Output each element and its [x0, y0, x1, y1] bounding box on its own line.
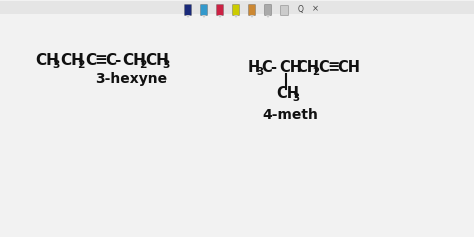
Text: 3: 3 [256, 67, 263, 77]
Text: C: C [105, 53, 116, 68]
Polygon shape [218, 15, 222, 18]
Text: CH: CH [145, 53, 169, 68]
FancyBboxPatch shape [281, 5, 289, 15]
FancyBboxPatch shape [264, 5, 272, 15]
Polygon shape [202, 15, 206, 18]
Text: 3: 3 [292, 93, 299, 103]
Text: C: C [318, 59, 329, 74]
Text: ≡: ≡ [94, 53, 107, 68]
Polygon shape [266, 15, 270, 18]
Text: 3: 3 [162, 60, 169, 70]
FancyBboxPatch shape [184, 5, 191, 15]
Text: ≡: ≡ [327, 59, 339, 74]
FancyBboxPatch shape [233, 5, 239, 15]
Text: CH: CH [35, 53, 59, 68]
Text: CH: CH [276, 86, 299, 100]
Text: 4-meth: 4-meth [262, 108, 318, 122]
Text: CH: CH [296, 59, 319, 74]
Text: CH: CH [337, 59, 360, 74]
Text: 2: 2 [139, 60, 146, 70]
Text: C: C [261, 59, 272, 74]
Text: CH: CH [122, 53, 146, 68]
Text: Q: Q [298, 5, 304, 14]
Text: -: - [270, 59, 276, 74]
FancyBboxPatch shape [0, 0, 474, 14]
Polygon shape [186, 15, 190, 18]
Polygon shape [250, 15, 254, 18]
FancyBboxPatch shape [248, 5, 255, 15]
Text: -: - [114, 53, 120, 68]
Text: 3: 3 [52, 60, 59, 70]
Polygon shape [234, 15, 238, 18]
Text: CH: CH [279, 59, 302, 74]
Text: C: C [85, 53, 96, 68]
Text: 2: 2 [77, 60, 84, 70]
Text: H: H [248, 59, 260, 74]
Text: ×: × [311, 5, 319, 14]
Text: CH: CH [60, 53, 84, 68]
Text: 3-hexyne: 3-hexyne [95, 72, 167, 86]
Text: 2: 2 [312, 67, 319, 77]
FancyBboxPatch shape [201, 5, 208, 15]
FancyBboxPatch shape [217, 5, 224, 15]
